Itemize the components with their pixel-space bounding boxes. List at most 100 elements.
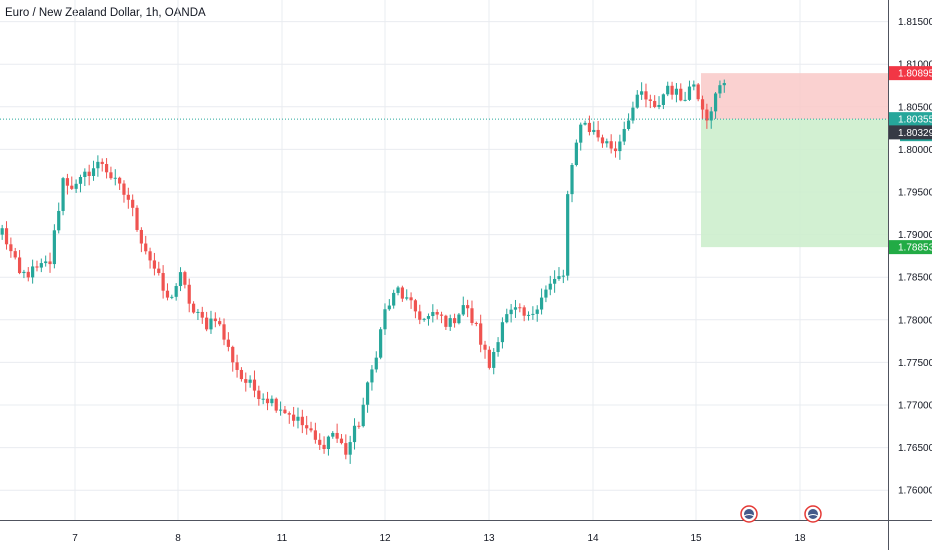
candle-body [335, 432, 339, 439]
candle-body [292, 414, 296, 421]
candle-body [283, 409, 287, 414]
candle-body [496, 342, 500, 352]
take-profit-tag-text: 1.78853 [898, 243, 932, 254]
y-tick-label: 1.79500 [898, 188, 932, 199]
candle-body [583, 122, 587, 125]
candle-body [196, 311, 200, 313]
candle-body [9, 244, 13, 252]
earnings-event-icon[interactable] [740, 505, 758, 523]
y-tick-label: 1.81500 [898, 17, 932, 28]
candle-body [231, 346, 235, 363]
candle-body [574, 142, 578, 165]
candle-body [448, 318, 452, 327]
candle-body [422, 318, 426, 320]
x-tick-label: 12 [379, 533, 391, 544]
candle-body [474, 322, 478, 324]
candle-body [318, 439, 322, 445]
candle-body [439, 314, 444, 316]
prev-close-tag [889, 125, 932, 140]
candle-body [387, 305, 391, 310]
candle-body [200, 311, 204, 318]
candle-body [653, 100, 657, 107]
candle-body [718, 85, 722, 94]
candle-body [561, 275, 565, 277]
candle-body [352, 425, 357, 443]
candle-body [383, 309, 387, 330]
candle-body [518, 307, 522, 309]
y-tick-label: 1.77500 [898, 358, 932, 369]
y-tick-label: 1.80500 [898, 102, 932, 113]
candle-body [39, 263, 43, 268]
y-tick-label: 1.77000 [898, 401, 932, 412]
candle-body [161, 273, 165, 291]
candle-body [409, 297, 413, 301]
candle-body [165, 290, 170, 298]
candle-body [17, 257, 22, 274]
candle-body [122, 183, 126, 195]
candle-body [78, 176, 83, 184]
candle-body [0, 228, 4, 235]
x-tick-label: 13 [483, 533, 495, 544]
candle-body [509, 309, 513, 315]
last-price-tag [889, 112, 932, 127]
candle-body [22, 271, 26, 274]
candle-body [104, 164, 109, 173]
candle-body [479, 323, 483, 345]
candle-body [357, 425, 361, 427]
candle-body [131, 199, 135, 208]
candle-body [374, 357, 378, 370]
candle-body [452, 318, 457, 324]
candle-body [91, 168, 96, 176]
candle-body [44, 261, 48, 264]
candle-body [109, 172, 113, 179]
candle-body [648, 99, 652, 101]
candle-body [400, 287, 404, 299]
candle-body [100, 161, 104, 165]
candle-body [287, 413, 291, 415]
candle-body [339, 438, 344, 444]
prev-close-tag-text: 1.80329 [898, 128, 932, 139]
candle-body [87, 171, 91, 176]
candle-body [418, 311, 422, 320]
candle-body [157, 268, 161, 274]
candle-body [244, 379, 248, 383]
candle-body [309, 428, 313, 431]
candle-body [679, 88, 683, 101]
candle-body [191, 303, 196, 313]
candle-body [674, 88, 679, 95]
candle-body [396, 287, 400, 293]
candle-body [644, 91, 648, 100]
candle-body [505, 314, 509, 323]
candle-body [587, 122, 592, 133]
candle-body [700, 99, 705, 110]
candle-body [4, 228, 9, 245]
candle-body [278, 409, 283, 411]
y-tick-label: 1.81000 [898, 60, 932, 71]
candle-body [270, 398, 274, 404]
candle-body [692, 84, 696, 87]
candle-body [596, 129, 600, 138]
x-tick-label: 18 [794, 533, 806, 544]
economic-event-icon[interactable] [804, 505, 822, 523]
earnings-event-icon-mark [743, 514, 755, 517]
last-price-tag-text: 1.80355 [898, 115, 932, 126]
candle-body [257, 390, 261, 400]
candle-body [144, 243, 148, 252]
candle-body [126, 194, 130, 200]
x-tick-label: 15 [690, 533, 702, 544]
candle-body [657, 104, 661, 107]
candle-body [548, 283, 552, 290]
candle-body [413, 300, 418, 312]
candle-body [622, 128, 626, 142]
candle-body [331, 432, 335, 437]
candle-body [379, 329, 383, 358]
candle-body [557, 276, 561, 279]
candle-body [626, 120, 631, 129]
candle-body [31, 266, 35, 278]
candle-body [313, 430, 317, 440]
candle-body [592, 129, 596, 133]
candle-body [392, 292, 396, 306]
